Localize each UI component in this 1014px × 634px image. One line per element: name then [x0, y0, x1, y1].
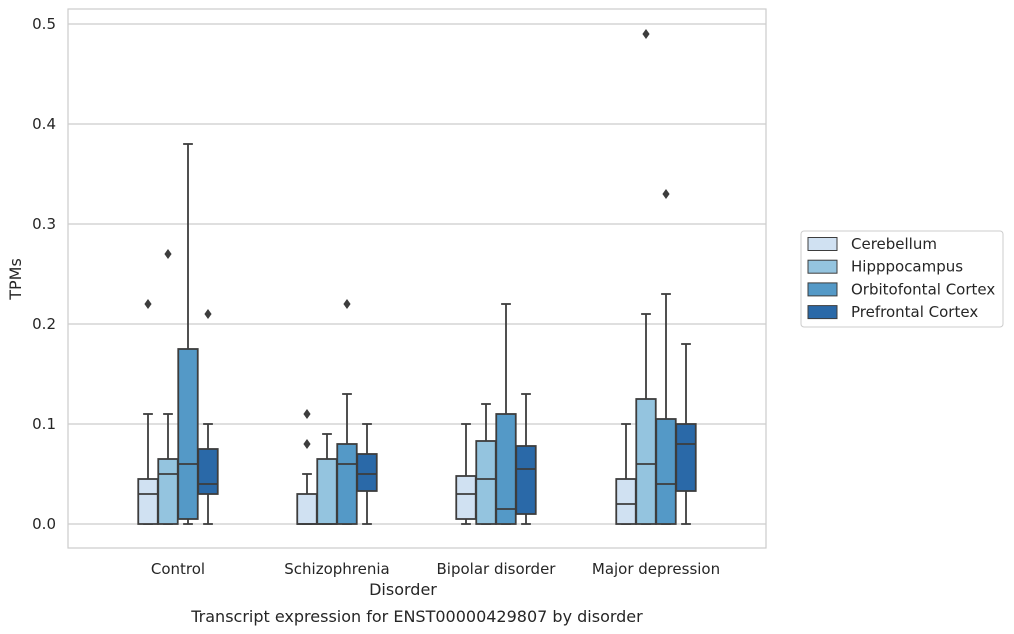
legend-label: Orbitofontal Cortex [851, 280, 995, 298]
box-body [635, 398, 657, 525]
box-prefrontal-cortex-1 [356, 423, 378, 525]
box-body [675, 423, 697, 492]
legend-label: Prefrontal Cortex [851, 303, 978, 321]
y-tick-label: 0.3 [32, 215, 56, 233]
legend-swatch [807, 237, 838, 251]
y-axis-title: TPMs [6, 258, 25, 301]
outlier-marker [144, 299, 152, 309]
outlier-marker [343, 299, 351, 309]
box-body [495, 413, 517, 525]
box-body [336, 443, 358, 525]
y-tick-label: 0.5 [32, 15, 56, 33]
box-body [475, 440, 497, 525]
legend-frame [800, 230, 1004, 328]
box-body [655, 418, 677, 525]
x-tick-labels: Control Schizophrenia Bipolar disorder Majo… [151, 560, 720, 578]
box-body [197, 448, 219, 495]
outlier-marker [204, 309, 212, 319]
box-orbitofontal-cortex-0 [177, 143, 199, 525]
box-body [455, 475, 477, 520]
box-cerebellum-2 [455, 423, 477, 525]
outlier-marker [642, 29, 650, 39]
y-tick-labels: 0.0 0.1 0.2 0.3 0.4 0.5 [32, 15, 56, 533]
chart-caption: Transcript expression for ENST0000042980… [190, 607, 643, 626]
box-body [157, 458, 179, 525]
y-tick-label: 0.2 [32, 315, 56, 333]
x-tick-label: Major depression [592, 560, 720, 578]
x-tick-label: Bipolar disorder [437, 560, 557, 578]
legend-label: Cerebellum [851, 235, 937, 253]
box-prefrontal-cortex-0 [197, 309, 219, 525]
legend-swatch [807, 259, 838, 274]
box-body [137, 478, 159, 525]
box-body [296, 493, 318, 525]
legend: Cerebellum Hipppocampus Orbitofontal Corte… [800, 230, 1004, 328]
y-tick-label: 0.4 [32, 115, 56, 133]
x-axis-title: Disorder [369, 580, 437, 599]
box-prefrontal-cortex-2 [515, 393, 537, 525]
legend-swatch [807, 282, 838, 297]
box-body [316, 458, 338, 525]
outlier-marker [303, 409, 311, 419]
outlier-marker [303, 439, 311, 449]
x-tick-label: Schizophrenia [284, 560, 389, 578]
box-cerebellum-0 [137, 299, 159, 525]
box-hipppocampus-3 [635, 29, 657, 525]
plot-frame [67, 8, 767, 549]
box-body [515, 445, 537, 515]
box-body [615, 478, 637, 525]
box-body [356, 453, 378, 492]
y-tick-label: 0.0 [32, 515, 56, 533]
box-layer [137, 29, 697, 525]
y-tick-label: 0.1 [32, 415, 56, 433]
outlier-marker [164, 249, 172, 259]
box-prefrontal-cortex-3 [675, 343, 697, 525]
x-tick-label: Control [151, 560, 205, 578]
legend-label: Hipppocampus [851, 258, 963, 276]
legend-swatch [807, 305, 838, 320]
outlier-marker [662, 189, 670, 199]
box-body [177, 348, 199, 520]
